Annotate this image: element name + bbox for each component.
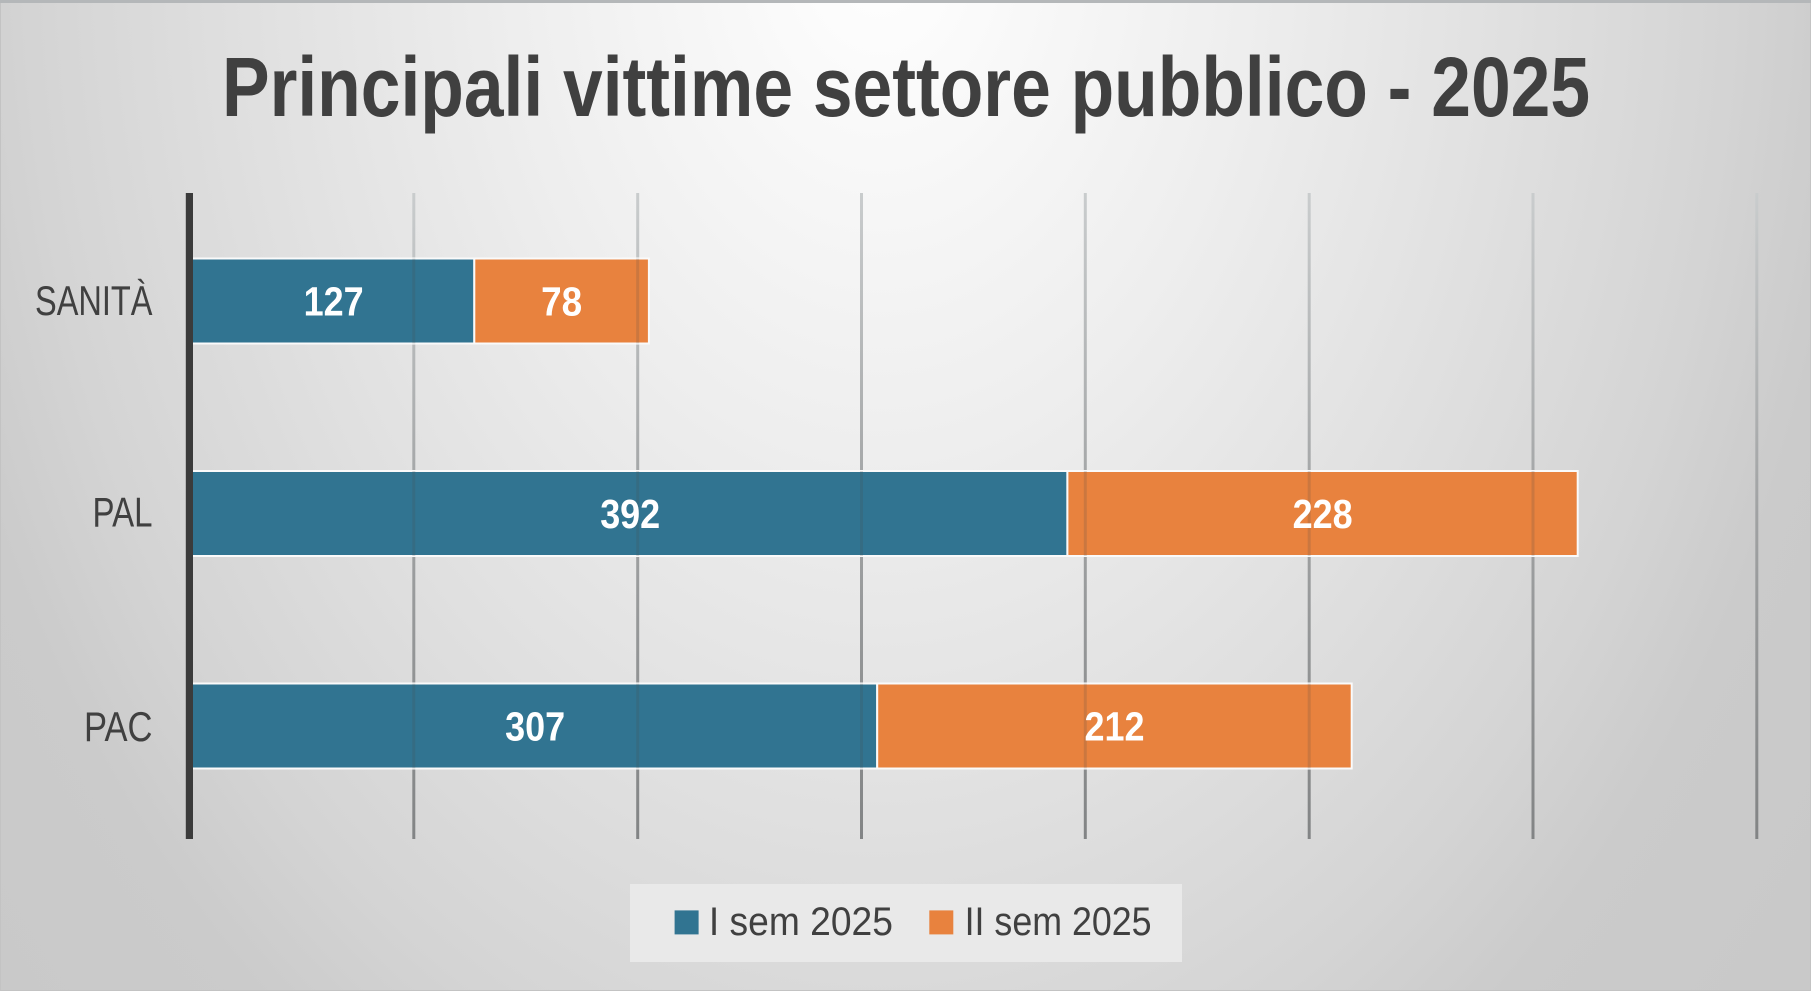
svg-text:I sem 2025: I sem 2025	[709, 900, 893, 944]
svg-text:SANITÀ: SANITÀ	[35, 277, 153, 324]
svg-text:392: 392	[600, 491, 660, 537]
svg-text:307: 307	[505, 704, 565, 750]
svg-text:127: 127	[304, 279, 364, 325]
svg-text:212: 212	[1085, 704, 1145, 750]
svg-text:PAC: PAC	[84, 703, 153, 750]
svg-text:PAL: PAL	[93, 489, 153, 536]
svg-text:78: 78	[541, 279, 582, 325]
svg-text:Principali vittime settore pub: Principali vittime settore pubblico - 20…	[222, 40, 1590, 134]
svg-text:II sem 2025: II sem 2025	[965, 900, 1152, 944]
svg-text:228: 228	[1293, 491, 1353, 537]
